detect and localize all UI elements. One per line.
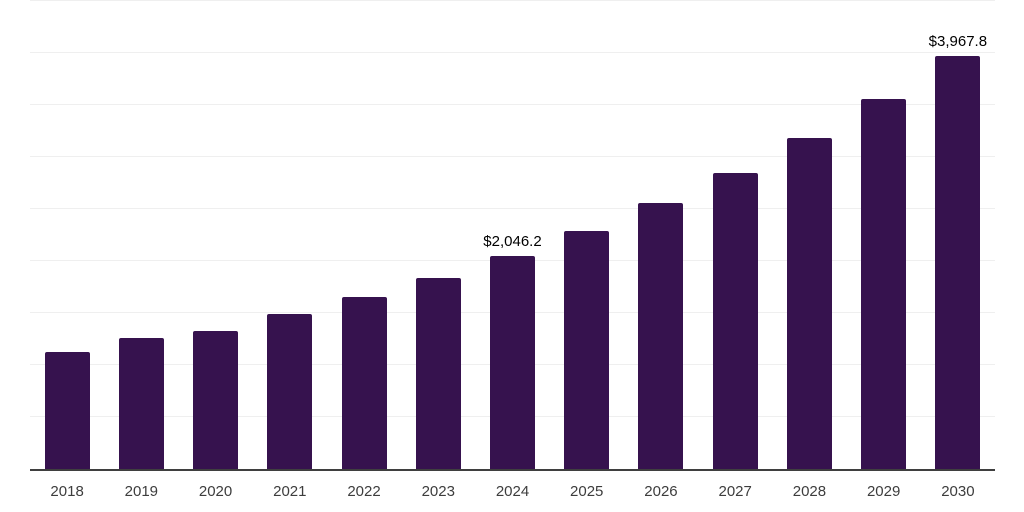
data-label-2024: $2,046.2 [483,232,542,250]
bar-2020 [193,331,239,469]
bar-2026 [638,203,684,469]
gridline-4500 [30,0,995,1]
x-tick-label-2022: 2022 [347,483,381,500]
x-tick-label-2030: 2030 [941,483,975,500]
x-tick-label-2021: 2021 [273,483,307,500]
bar-2022 [341,297,387,469]
gridline-4000 [30,51,995,53]
bar-2028 [786,137,832,469]
x-axis-labels: 2018 2019 2020 2021 2022 2023 2024 2025 2026 2027… [30,484,995,502]
x-tick-label-2029: 2029 [866,483,901,500]
x-tick-label-2023: 2023 [421,483,455,500]
gridline-3000 [30,155,995,157]
gridline-3500 [30,103,995,105]
bar-2030 [935,55,981,469]
bar-2027 [712,172,758,469]
plot-area: $2,046.2 $3,967.8 [30,0,995,469]
x-tick-label-2019: 2019 [124,483,159,500]
bar-2018 [44,351,90,469]
bar-2019 [118,338,164,469]
bar-2025 [564,231,610,469]
x-tick-label-2027: 2027 [718,483,752,500]
x-tick-label-2028: 2028 [792,483,827,500]
x-tick-label-2025: 2025 [570,483,604,500]
bar-2021 [267,313,313,469]
bar-2023 [415,277,461,469]
x-tick-label-2020: 2020 [198,483,233,500]
bar-2029 [861,99,907,469]
x-tick-label-2026: 2026 [644,483,678,500]
x-axis-line [30,469,995,471]
x-tick-label-2018: 2018 [50,483,84,500]
x-tick-label-2024: 2024 [495,483,530,500]
data-label-2030: $3,967.8 [928,32,988,50]
bar-2024 [490,255,535,469]
gridline-2500 [30,207,995,209]
